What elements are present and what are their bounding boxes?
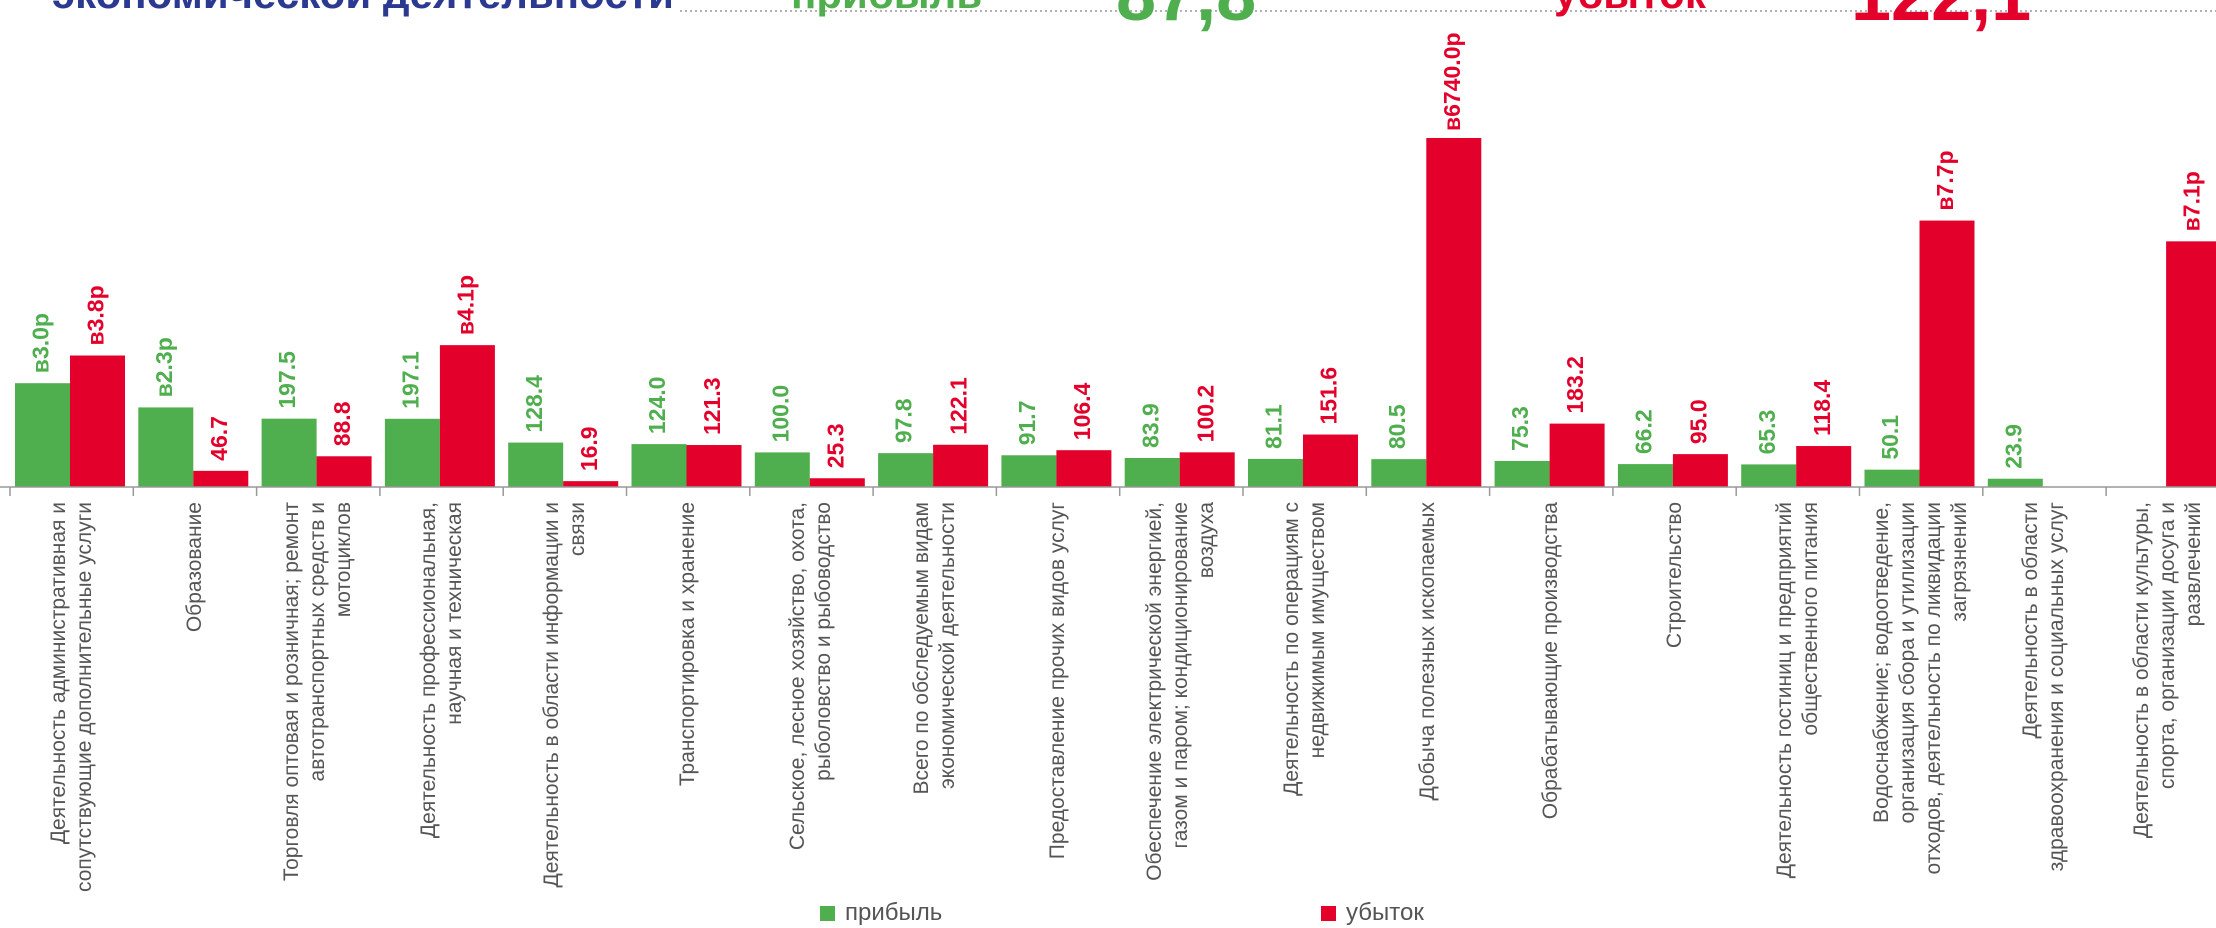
- legend-swatch: [820, 906, 835, 921]
- data-label: 95.0: [1685, 399, 1711, 444]
- data-label: 25.3: [822, 423, 848, 468]
- x-tick-label: Деятельность гостиниц и предприятий обще…: [1772, 502, 1822, 879]
- bar: [933, 444, 989, 487]
- bar: [508, 442, 564, 487]
- data-label: 197.1: [397, 351, 423, 409]
- bar: [384, 418, 440, 487]
- x-tick-label: Предоставление прочих видов услуг: [1046, 502, 1070, 860]
- data-label: 91.7: [1014, 401, 1040, 446]
- data-label: в3.0р: [28, 313, 54, 373]
- x-tick-label: Транспортировка и хранение: [676, 502, 700, 787]
- x-tick-label: Деятельность административная и сопутств…: [46, 502, 96, 893]
- bar: [1864, 469, 1920, 487]
- x-tick-label: Обрабатывающие производства: [1539, 502, 1563, 820]
- bar: [1303, 434, 1358, 487]
- bar: [261, 418, 317, 487]
- data-label: 121.3: [699, 377, 725, 435]
- bar: [878, 453, 934, 487]
- bar: [1617, 464, 1673, 487]
- bar: [686, 445, 742, 487]
- data-label: 128.4: [521, 375, 547, 433]
- bar: [1796, 446, 1852, 487]
- data-label: 46.7: [206, 416, 232, 461]
- data-label: 124.0: [644, 377, 670, 435]
- summary-value: 122,1: [1851, 0, 2031, 36]
- bar: [1919, 220, 1975, 487]
- x-tick-label: Деятельность в области здравоохранения и…: [2019, 502, 2069, 872]
- legend-label: убыток: [1346, 899, 1424, 926]
- data-label: 100.2: [1192, 385, 1218, 443]
- summary-label: убыток: [1554, 0, 1707, 17]
- data-label: 106.4: [1069, 382, 1095, 440]
- bar: [1672, 454, 1728, 487]
- x-tick-label: Деятельность в области культуры, спорта,…: [2129, 502, 2205, 839]
- bar: [193, 470, 249, 487]
- data-label: 100.0: [767, 385, 793, 443]
- x-tick-label: Деятельность по операциям с недвижимым и…: [1279, 502, 1329, 796]
- x-tick-label: Деятельность профессиональная, научная и…: [416, 502, 466, 839]
- data-label: 65.3: [1754, 410, 1780, 455]
- bar: [1371, 459, 1427, 487]
- bar: [1248, 458, 1303, 487]
- bar: [1124, 457, 1180, 487]
- legend-label: прибыль: [845, 899, 943, 926]
- data-label: 197.5: [274, 351, 300, 409]
- data-label: в6740.0р: [1439, 32, 1465, 131]
- bar: [1549, 423, 1605, 487]
- x-tick-label: Водоснабжение; водоотведение, организаци…: [1870, 502, 1972, 875]
- bar: [1056, 450, 1112, 487]
- data-label: 80.5: [1384, 404, 1410, 449]
- data-label: 81.1: [1261, 404, 1287, 449]
- data-label: 16.9: [576, 426, 602, 471]
- data-label: 50.1: [1877, 415, 1903, 460]
- bar: [563, 481, 619, 487]
- summary-value: 87,8: [1116, 0, 1256, 36]
- bar: [1494, 460, 1550, 487]
- bar: [1179, 452, 1235, 487]
- data-label: в4.1р: [452, 275, 478, 335]
- x-tick-label: Добыча полезных ископаемых: [1415, 502, 1439, 801]
- data-label: 23.9: [2000, 424, 2026, 469]
- data-label: в3.8р: [83, 285, 109, 345]
- bars: [15, 138, 2216, 487]
- x-tick-label: Всего по обследуемым видам экономической…: [909, 502, 959, 795]
- data-label: 151.6: [1316, 367, 1342, 425]
- bar: [1987, 478, 2043, 487]
- x-tick-label: Сельское, лесное хозяйство, охота, рыбол…: [786, 502, 836, 851]
- bar: [1741, 464, 1797, 487]
- bar: [2166, 241, 2216, 487]
- bar: [1426, 138, 1482, 487]
- data-label: 97.8: [891, 398, 917, 443]
- data-label: в2.3р: [151, 337, 177, 397]
- bar: [316, 456, 372, 487]
- chart-title: экономической деятельности: [52, 0, 674, 17]
- bar: [138, 407, 194, 487]
- x-tick-label: Деятельность в области информации и связ…: [539, 502, 589, 888]
- x-tick-label: Обеспечение электрической энергией, газо…: [1143, 502, 1219, 881]
- bar: [439, 345, 495, 487]
- data-label: 75.3: [1507, 406, 1533, 451]
- data-label: в7.1р: [2179, 171, 2205, 231]
- bar: [1001, 455, 1057, 487]
- bar: [15, 383, 70, 487]
- data-label: 88.8: [329, 401, 355, 446]
- bar: [631, 444, 687, 487]
- x-tick-label: Образование: [182, 502, 206, 633]
- data-label: 118.4: [1809, 380, 1835, 436]
- x-tick-label: Торговля оптовая и розничная; ремонт авт…: [280, 502, 356, 882]
- data-label: 183.2: [1562, 356, 1588, 414]
- legend-swatch: [1321, 906, 1336, 921]
- bar: [809, 478, 865, 487]
- data-label: 83.9: [1137, 403, 1163, 448]
- x-tick-label: Строительство: [1662, 502, 1686, 649]
- data-label: 66.2: [1630, 409, 1656, 454]
- bar: [70, 355, 125, 487]
- summary-label: прибыль: [791, 0, 982, 17]
- data-label: 122.1: [946, 377, 972, 435]
- bar: [754, 452, 810, 487]
- data-label: в7.7р: [1932, 150, 1958, 210]
